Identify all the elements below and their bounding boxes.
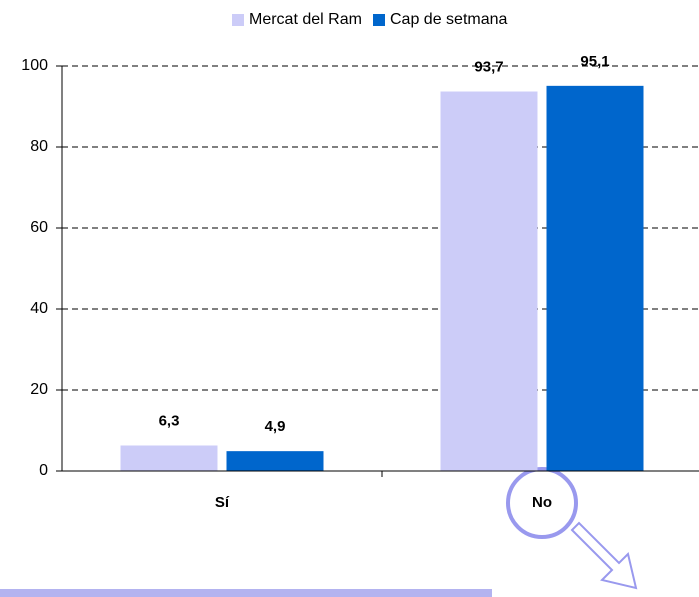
bar bbox=[546, 85, 644, 471]
value-label: 93,7 bbox=[474, 58, 503, 75]
y-tick-label: 40 bbox=[30, 300, 48, 317]
legend-label: Cap de setmana bbox=[390, 11, 508, 28]
highlight-circle bbox=[506, 467, 578, 539]
bar bbox=[226, 451, 324, 471]
value-label: 95,1 bbox=[580, 53, 609, 70]
legend-label: Mercat del Ram bbox=[249, 11, 362, 28]
y-tick-label: 100 bbox=[21, 57, 48, 74]
x-tick-label: Sí bbox=[215, 494, 230, 511]
bar bbox=[120, 445, 218, 471]
value-label: 6,3 bbox=[159, 412, 180, 429]
arrow bbox=[570, 521, 638, 590]
y-tick-label: 20 bbox=[30, 381, 48, 398]
bar bbox=[440, 91, 538, 471]
legend-swatch bbox=[373, 14, 385, 26]
legend: Mercat del Ram Cap de setmana bbox=[232, 11, 508, 28]
value-label: 4,9 bbox=[265, 418, 286, 435]
x-tick-label: No bbox=[532, 494, 552, 511]
y-tick-label: 0 bbox=[39, 462, 48, 479]
legend-swatch bbox=[232, 14, 244, 26]
y-tick-label: 80 bbox=[30, 138, 48, 155]
y-tick-label: 60 bbox=[30, 219, 48, 236]
decor-bar bbox=[0, 589, 492, 597]
